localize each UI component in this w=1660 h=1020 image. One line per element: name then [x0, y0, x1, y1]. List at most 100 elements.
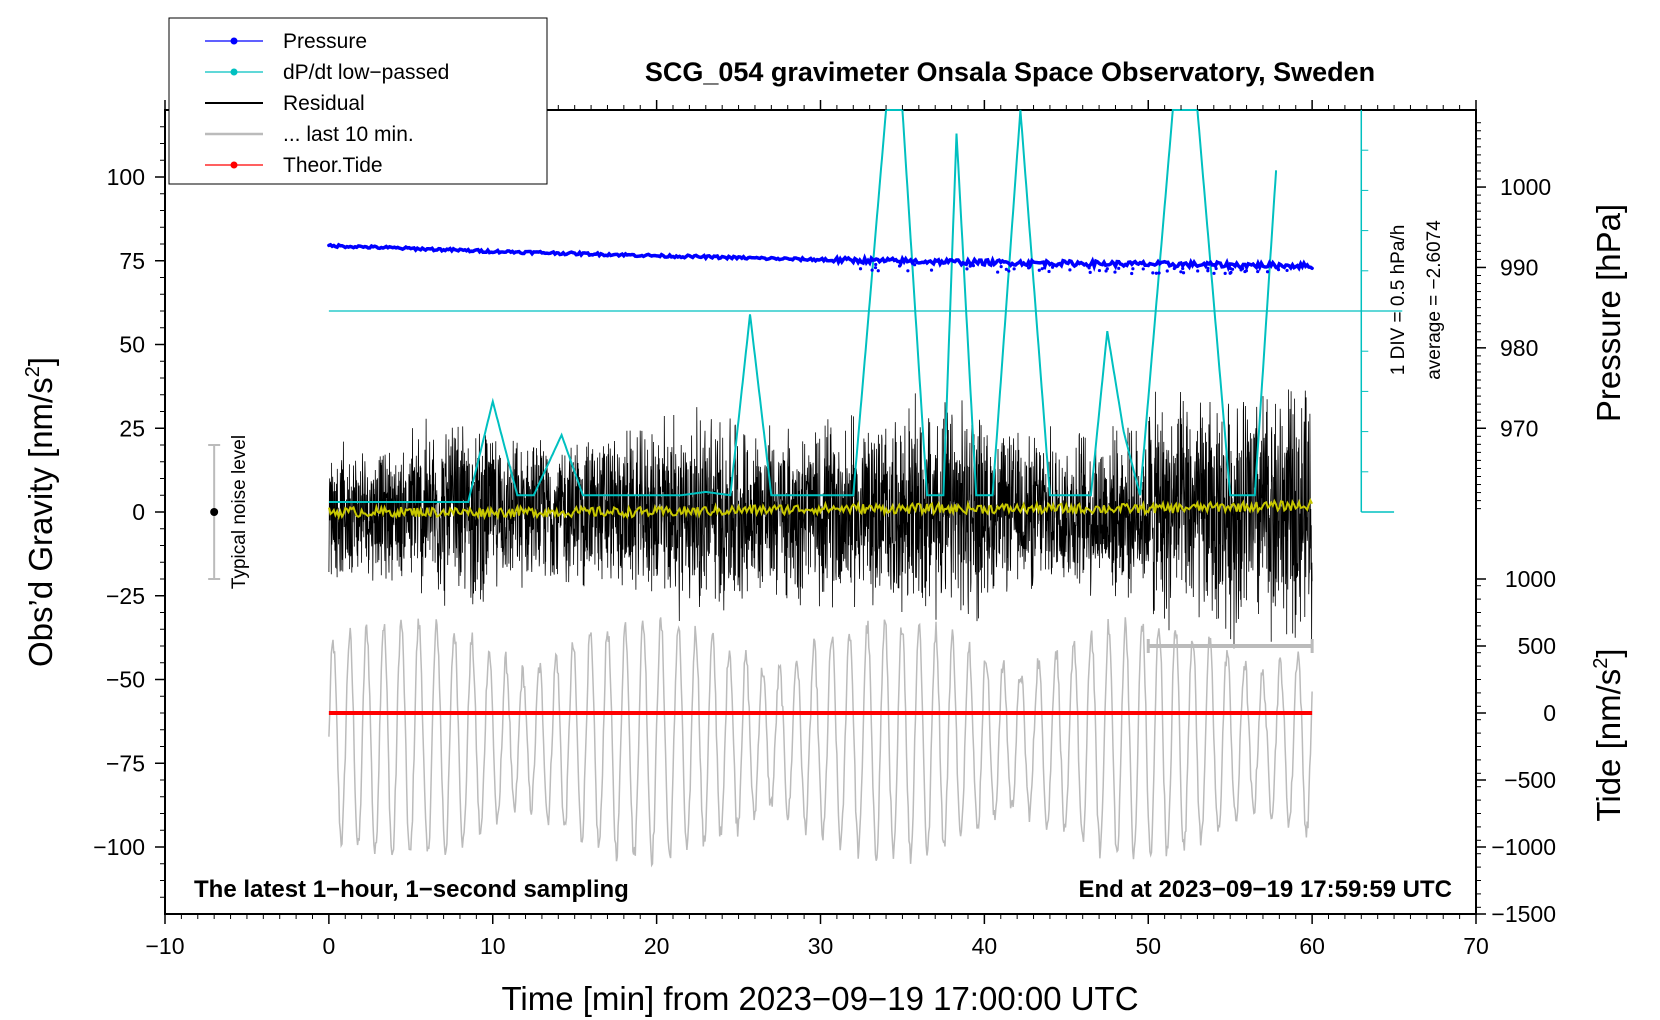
y-tick-label: 0: [132, 499, 145, 525]
pressure-point: [1165, 269, 1169, 273]
x-tick-label: 0: [322, 933, 335, 959]
series-last-10-min: [328, 617, 1313, 868]
chart-title: SCG_054 gravimeter Onsala Space Observat…: [645, 57, 1375, 87]
pressure-point: [870, 268, 874, 272]
pressure-point: [1157, 271, 1161, 275]
pressure-tick-label: 970: [1500, 415, 1538, 441]
pressure-point: [1088, 270, 1092, 274]
pressure-point: [1087, 266, 1091, 270]
annotation-end-time: End at 2023−09−19 17:59:59 UTC: [1078, 876, 1452, 903]
y-axis-label-tide: Tide [nm/s2]: [1590, 648, 1627, 821]
pressure-point: [971, 264, 976, 268]
series-residual-smoothed: [327, 497, 1313, 521]
legend-marker: [230, 37, 238, 45]
pressure-point: [1117, 266, 1121, 270]
legend: Pressure dP/dt low−passed Residual ... last…: [168, 17, 548, 185]
pressure-tick-label: 980: [1500, 335, 1538, 361]
y-tick-label: 75: [119, 248, 145, 274]
pressure-point: [1104, 269, 1108, 273]
pressure-point: [1256, 269, 1260, 274]
y-tick-label: −75: [106, 750, 145, 776]
noise-level-label: Typical noise level: [229, 435, 250, 589]
pressure-point: [1212, 271, 1216, 275]
tide-tick-label: 500: [1518, 633, 1556, 659]
x-tick-label: −10: [145, 933, 184, 959]
pressure-point: [1181, 266, 1185, 271]
pressure-point: [1228, 271, 1232, 275]
y-tick-label: −100: [93, 834, 145, 860]
pressure-point: [1179, 270, 1183, 274]
x-tick-label: 20: [644, 933, 670, 959]
pressure-point: [1154, 271, 1158, 275]
y-tick-label: −50: [106, 667, 145, 693]
series-dpdt: [329, 110, 1276, 502]
x-tick-label: 60: [1299, 933, 1325, 959]
noise-bar-marker: [210, 508, 219, 516]
legend-marker: [230, 68, 238, 76]
pressure-point: [1097, 268, 1102, 273]
pressure-point: [1214, 266, 1218, 271]
pressure-point: [1172, 266, 1176, 271]
series-pressure: [327, 242, 1314, 273]
legend-label: Residual: [283, 92, 365, 115]
tide-tick-label: 0: [1543, 700, 1556, 726]
legend-label: dP/dt low−passed: [283, 61, 449, 84]
y-tick-label: 50: [119, 332, 145, 358]
pressure-point: [996, 270, 1000, 274]
series-residual: [328, 389, 1313, 649]
pressure-point: [858, 267, 863, 271]
pressure-point: [1285, 268, 1289, 273]
x-tick-label: 30: [808, 933, 834, 959]
x-tick-label: 70: [1463, 933, 1489, 959]
tide-tick-label: 1000: [1505, 566, 1556, 592]
pressure-point: [1276, 267, 1281, 272]
tide-tick-label: −1000: [1491, 834, 1556, 860]
legend-label: Pressure: [283, 30, 367, 53]
dpdt-average-label: average = −2.6074: [1424, 220, 1445, 380]
pressure-point: [897, 264, 902, 268]
y-tick-label: −25: [106, 583, 145, 609]
pressure-point: [906, 269, 910, 273]
pressure-point: [873, 266, 878, 270]
dpdt-div-label: 1 DIV = 0.5 hPa/h: [1388, 225, 1409, 376]
pressure-point: [1230, 267, 1235, 271]
pressure-tick-label: 990: [1500, 254, 1538, 280]
pressure-point: [1244, 269, 1248, 273]
pressure-point: [874, 262, 878, 267]
pressure-point: [1047, 269, 1051, 274]
pressure-point: [1050, 265, 1055, 269]
pressure-point: [1027, 266, 1031, 270]
x-tick-label: 40: [972, 933, 998, 959]
annotation-sampling: The latest 1−hour, 1−second sampling: [194, 876, 629, 903]
pressure-point: [999, 265, 1003, 269]
pressure-point: [1130, 271, 1134, 276]
pressure-point: [968, 264, 972, 268]
pressure-point: [1181, 271, 1186, 275]
pressure-point: [1012, 267, 1016, 271]
pressure-point: [1004, 267, 1008, 271]
y-tick-label: 25: [119, 415, 145, 441]
pressure-point: [929, 268, 934, 272]
pressure-point: [1040, 267, 1044, 271]
x-tick-label: 50: [1135, 933, 1161, 959]
pressure-point: [1241, 266, 1245, 271]
pressure-point: [913, 263, 917, 267]
pressure-point: [876, 269, 880, 273]
pressure-point: [1131, 267, 1135, 271]
pressure-point: [1206, 266, 1210, 270]
pressure-point: [1196, 269, 1200, 273]
legend-marker: [230, 161, 238, 169]
pressure-point: [1113, 270, 1117, 274]
legend-box: [168, 17, 548, 185]
x-tick-label: 10: [480, 933, 506, 959]
tide-tick-label: −1500: [1491, 901, 1556, 927]
legend-label: Theor.Tide: [283, 154, 383, 177]
legend-label: ... last 10 min.: [283, 123, 414, 146]
y-tick-label: 100: [107, 164, 145, 190]
pressure-point: [1037, 268, 1041, 272]
pressure-tick-label: 1000: [1500, 174, 1551, 200]
pressure-point: [1007, 269, 1011, 273]
pressure-point: [1141, 267, 1145, 271]
y-axis-label-pressure: Pressure [hPa]: [1590, 204, 1627, 422]
